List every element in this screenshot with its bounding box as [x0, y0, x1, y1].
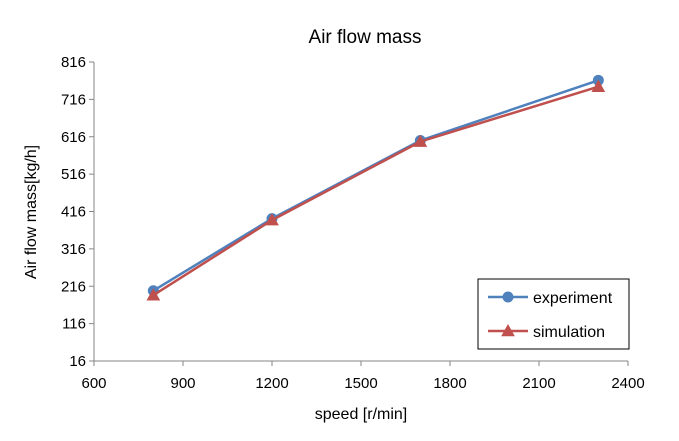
y-tick-label: 716 [61, 91, 86, 108]
x-tick-label: 1500 [344, 375, 377, 392]
legend: experiment simulation [477, 278, 630, 350]
data-point-simulation [591, 79, 606, 92]
y-axis-title: Air flow mass[kg/h] [23, 145, 40, 279]
y-tick-label: 516 [61, 166, 86, 183]
data-point-simulation [413, 134, 428, 147]
legend-box [477, 278, 630, 350]
y-tick-label: 16 [69, 353, 86, 370]
legend-label-experiment: experiment [533, 290, 613, 307]
x-tick-label: 1800 [433, 375, 466, 392]
legend-label-simulation: simulation [533, 324, 605, 341]
y-tick-label: 616 [61, 129, 86, 146]
chart-title: Air flow mass [309, 27, 422, 48]
y-axis: 16 116 216 316 416 516 616 716 816 [61, 54, 95, 370]
series-experiment [147, 74, 604, 297]
series-area [146, 74, 606, 301]
series-line-simulation [152, 85, 599, 297]
x-tick-label: 2400 [611, 375, 644, 392]
x-tick-label: 600 [81, 375, 106, 392]
x-axis: 600 900 1200 1500 1800 2100 2400 [81, 360, 645, 392]
legend-marker-experiment [502, 291, 514, 303]
x-tick-label: 1200 [255, 375, 288, 392]
y-tick-label: 416 [61, 204, 86, 221]
x-tick-label: 2100 [522, 375, 555, 392]
y-tick-label: 816 [61, 54, 86, 71]
series-simulation [146, 79, 606, 301]
y-tick-label: 316 [61, 241, 86, 258]
y-tick-label: 116 [62, 316, 86, 333]
legend-marker-simulation [501, 323, 515, 337]
series-line-experiment [152, 79, 599, 292]
data-point-simulation [146, 288, 161, 301]
x-axis-title: speed [r/min] [315, 406, 407, 423]
data-point-simulation [265, 213, 279, 226]
y-tick-label: 216 [61, 278, 86, 295]
x-tick-label: 900 [170, 375, 195, 392]
